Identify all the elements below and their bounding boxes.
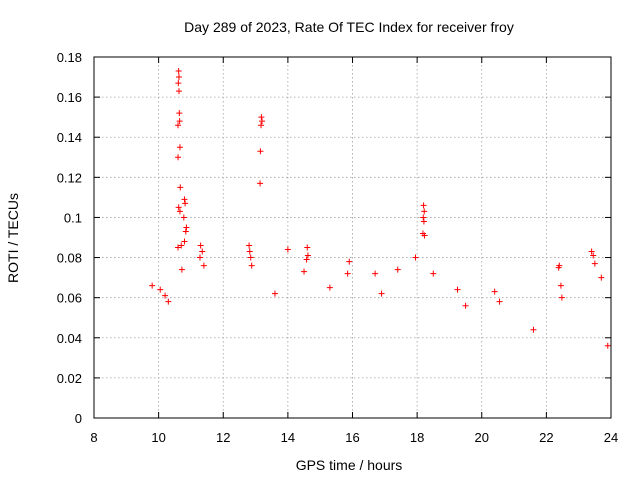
data-point	[421, 232, 428, 239]
data-point	[175, 74, 182, 81]
data-point	[372, 270, 379, 277]
x-tick-labels: 8 10 12 14 16 18 20 22 24	[90, 430, 618, 445]
data-point	[412, 254, 419, 261]
data-point	[346, 258, 353, 265]
data-point	[394, 266, 401, 273]
data-point	[588, 248, 595, 255]
data-point	[303, 256, 310, 263]
data-point	[257, 148, 264, 155]
data-point	[176, 110, 183, 117]
data-point	[176, 144, 183, 151]
data-point	[304, 252, 311, 259]
data-point	[183, 224, 190, 231]
data-point	[496, 298, 503, 305]
data-point	[284, 246, 291, 253]
data-point	[301, 268, 308, 275]
data-point	[378, 290, 385, 297]
data-point	[175, 122, 182, 129]
data-point	[181, 196, 188, 203]
data-point	[182, 228, 189, 235]
data-point	[175, 88, 182, 95]
data-point	[181, 238, 188, 245]
data-point	[182, 200, 189, 207]
data-point	[555, 264, 562, 271]
data-point	[247, 254, 254, 261]
y-tick-label: 0.08	[57, 251, 82, 266]
chart-title: Day 289 of 2023, Rate Of TEC Index for r…	[184, 19, 514, 35]
data-point	[421, 208, 428, 215]
data-point	[598, 274, 605, 281]
y-tick-label: 0.18	[57, 50, 82, 65]
data-point	[149, 282, 156, 289]
data-point	[180, 214, 187, 221]
data-point	[257, 180, 264, 187]
data-point	[196, 254, 203, 261]
y-axis-title: ROTI / TECUs	[5, 193, 21, 283]
data-point	[258, 122, 265, 129]
data-points	[149, 68, 611, 349]
data-point	[175, 68, 182, 75]
data-point	[246, 248, 253, 255]
data-point	[199, 248, 206, 255]
y-tick-label: 0.12	[57, 170, 82, 185]
y-tick-label: 0.16	[57, 90, 82, 105]
x-tick-label: 14	[281, 430, 295, 445]
data-point	[248, 262, 255, 269]
data-point	[197, 242, 204, 249]
data-point	[271, 290, 278, 297]
x-axis-title: GPS time / hours	[296, 457, 403, 473]
data-point	[175, 204, 182, 211]
x-tick-label: 8	[90, 430, 97, 445]
data-point	[530, 326, 537, 333]
x-tick-label: 12	[216, 430, 230, 445]
data-point	[162, 292, 169, 299]
x-tick-label: 20	[475, 430, 489, 445]
data-point	[462, 302, 469, 309]
data-point	[246, 242, 253, 249]
data-point	[177, 184, 184, 191]
data-point	[591, 260, 598, 267]
y-tick-label: 0.02	[57, 371, 82, 386]
x-tick-label: 22	[539, 430, 553, 445]
data-point	[178, 266, 185, 273]
x-tick-label: 16	[345, 430, 359, 445]
data-point	[604, 342, 611, 349]
y-tick-label: 0.1	[64, 210, 82, 225]
data-point	[175, 244, 182, 251]
data-point	[454, 286, 461, 293]
y-tick-label: 0.06	[57, 291, 82, 306]
y-tick-label: 0.14	[57, 130, 82, 145]
data-point	[258, 114, 265, 121]
data-point	[175, 80, 182, 87]
data-point	[200, 262, 207, 269]
x-tick-label: 18	[410, 430, 424, 445]
data-point	[557, 282, 564, 289]
data-point	[558, 294, 565, 301]
data-point	[304, 244, 311, 251]
data-point	[326, 284, 333, 291]
x-tick-label: 24	[604, 430, 618, 445]
grid-lines	[94, 57, 611, 418]
data-point	[165, 298, 172, 305]
data-point	[491, 288, 498, 295]
data-point	[176, 118, 183, 125]
plot-frame	[93, 56, 612, 419]
data-point	[259, 118, 266, 125]
data-point	[176, 208, 183, 215]
data-point	[590, 252, 597, 259]
y-tick-labels: 0 0.02 0.04 0.06 0.08 0.1 0.12 0.14 0.16 0.18	[57, 50, 82, 426]
data-point	[430, 270, 437, 277]
data-point	[420, 218, 427, 225]
data-point	[157, 286, 164, 293]
data-point	[175, 154, 182, 161]
y-tick-label: 0.04	[57, 331, 82, 346]
x-tick-label: 10	[151, 430, 165, 445]
data-point	[178, 242, 185, 249]
data-point	[420, 202, 427, 209]
data-point	[344, 270, 351, 277]
data-point	[420, 214, 427, 221]
y-tick-label: 0	[75, 411, 82, 426]
